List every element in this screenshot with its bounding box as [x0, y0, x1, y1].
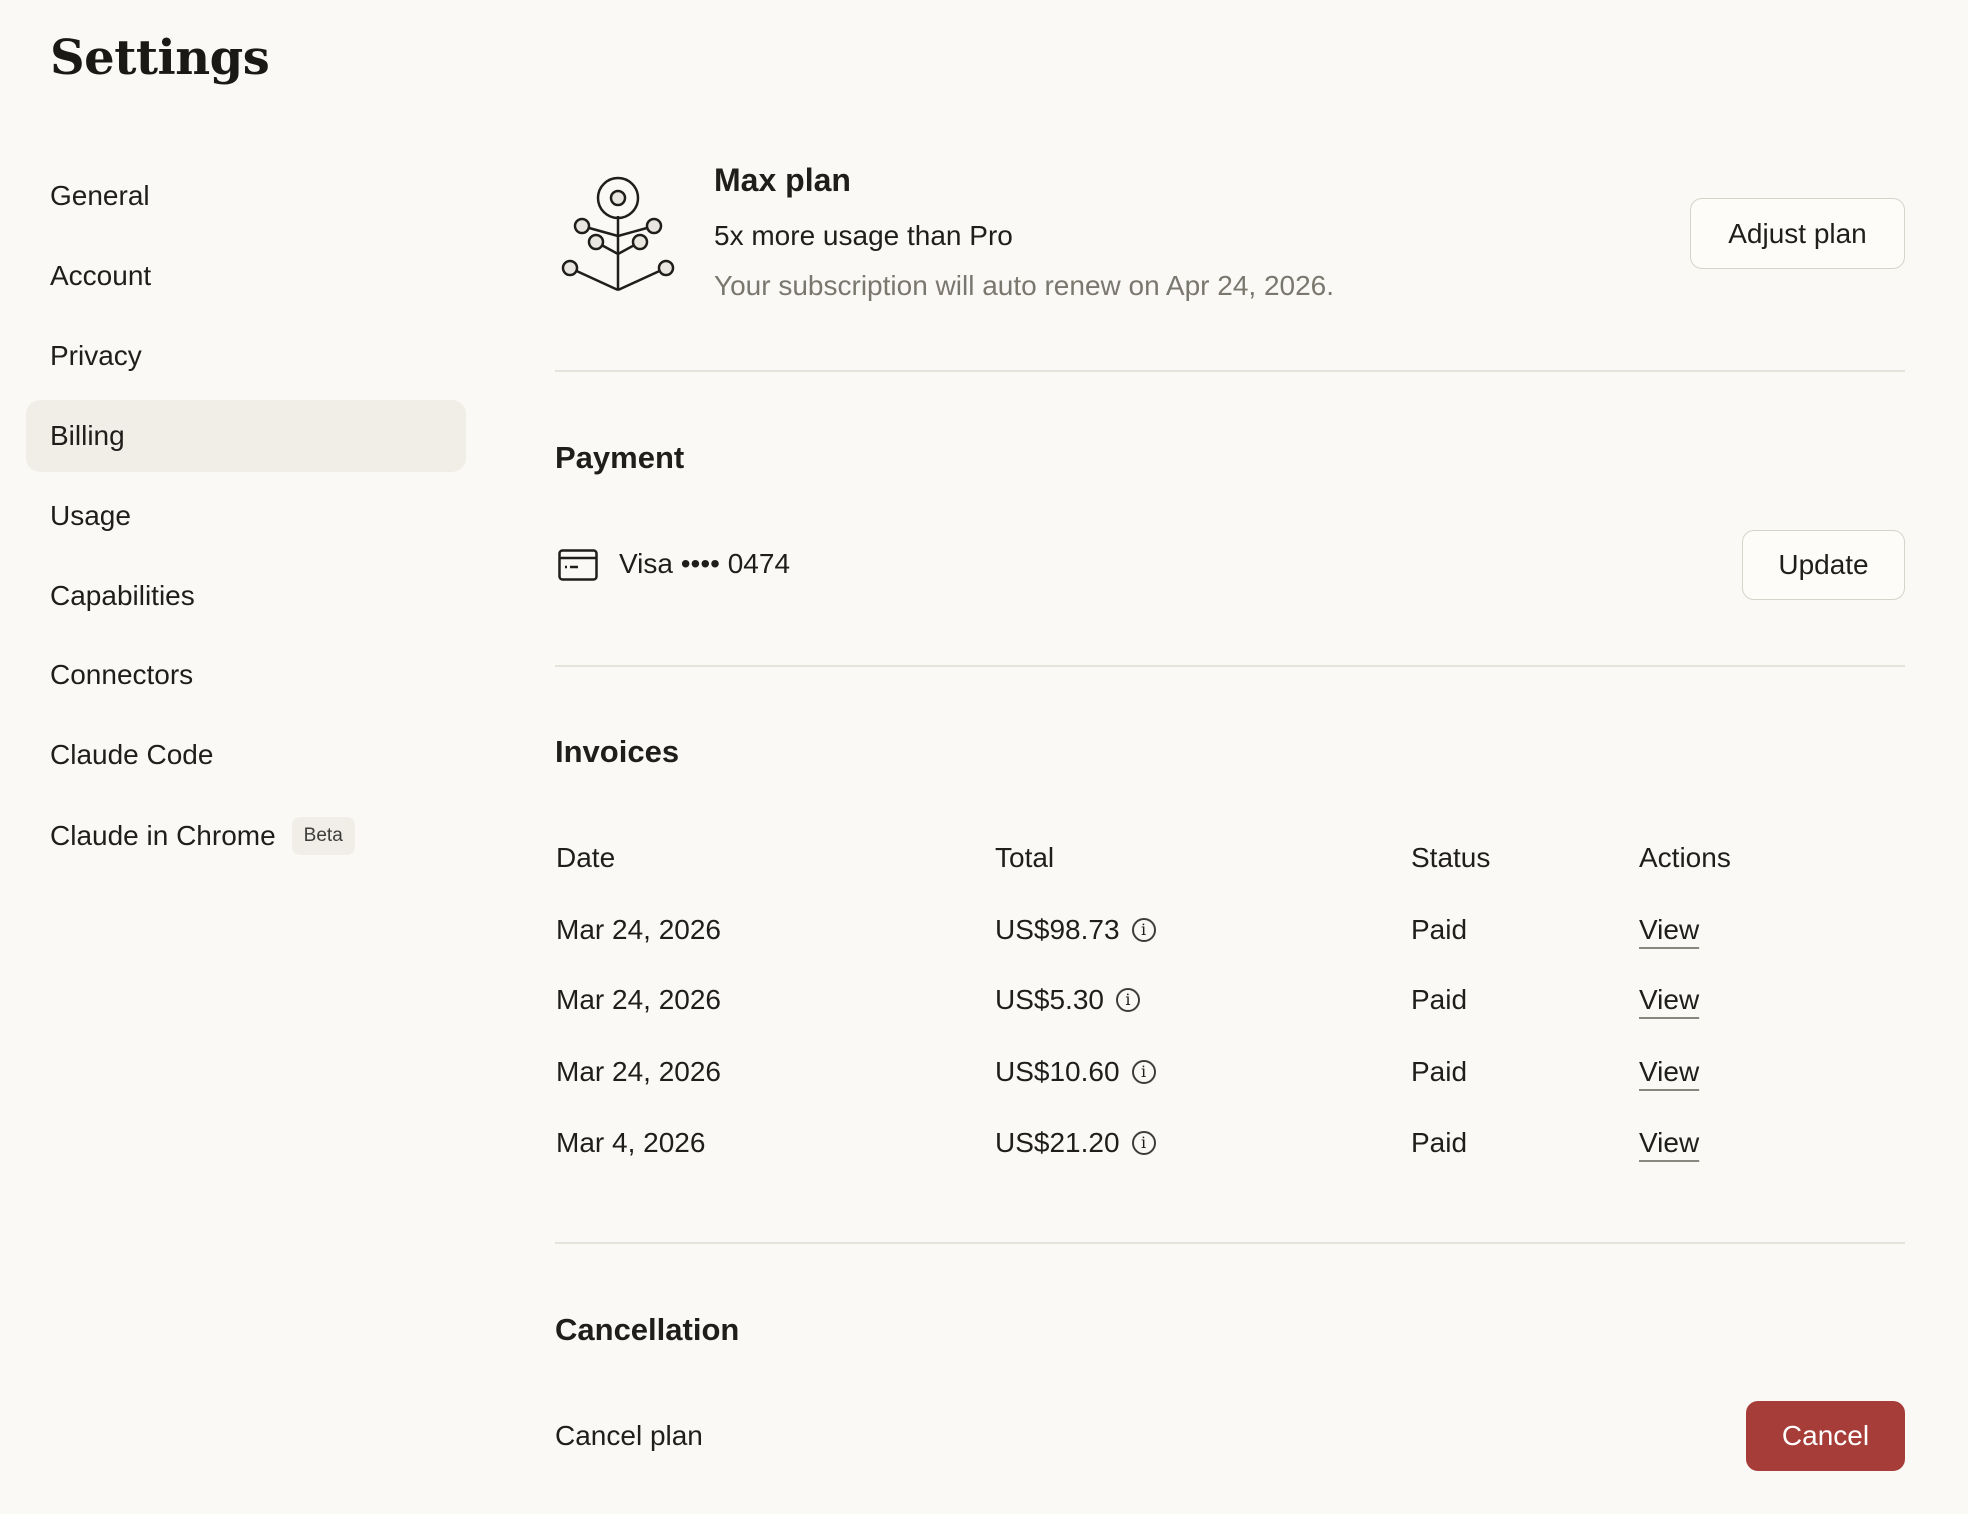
- update-payment-button[interactable]: Update: [1742, 530, 1905, 600]
- sidebar-item-label: Usage: [50, 500, 131, 531]
- invoice-total-value: US$10.60: [995, 1056, 1120, 1087]
- view-invoice-link[interactable]: View: [1639, 1056, 1700, 1087]
- sidebar-item-claude-code[interactable]: Claude Code: [26, 719, 466, 791]
- sidebar-item-label: Privacy: [50, 340, 142, 371]
- sidebar-item-label: Account: [50, 260, 152, 291]
- invoice-status: Paid: [1411, 1127, 1468, 1158]
- divider: [555, 370, 1905, 372]
- invoice-date: Mar 24, 2026: [556, 984, 721, 1015]
- sidebar-item-claude-in-chrome[interactable]: Claude in Chrome Beta: [26, 800, 466, 872]
- column-header-actions: Actions: [1639, 842, 1731, 873]
- adjust-plan-button[interactable]: Adjust plan: [1690, 198, 1905, 269]
- view-invoice-link[interactable]: View: [1639, 1127, 1700, 1158]
- plan-renewal: Your subscription will auto renew on Apr…: [714, 270, 1335, 301]
- view-invoice-link[interactable]: View: [1639, 984, 1700, 1015]
- invoice-total-value: US$5.30: [995, 984, 1104, 1015]
- info-icon[interactable]: i: [1115, 988, 1140, 1012]
- view-invoice-link[interactable]: View: [1639, 914, 1700, 945]
- plan-name: Max plan: [714, 162, 851, 198]
- invoice-total-value: US$98.73: [995, 914, 1120, 945]
- sidebar-item-privacy[interactable]: Privacy: [26, 320, 466, 392]
- invoice-total: US$98.73 i: [995, 910, 1156, 950]
- sidebar-item-label: Claude Code: [50, 739, 214, 770]
- sidebar-item-label: Billing: [50, 420, 125, 451]
- column-header-date: Date: [556, 842, 616, 873]
- beta-badge: Beta: [291, 817, 355, 855]
- card-number: Visa •••• 0474: [619, 548, 791, 579]
- invoice-status: Paid: [1411, 984, 1468, 1015]
- sidebar-item-label: Claude in Chrome: [50, 820, 276, 851]
- invoice-date: Mar 24, 2026: [556, 914, 721, 945]
- sidebar-item-billing[interactable]: Billing: [26, 400, 466, 472]
- invoice-date: Mar 24, 2026: [556, 1056, 721, 1087]
- cancel-plan-label: Cancel plan: [555, 1420, 703, 1451]
- sidebar-item-account[interactable]: Account: [26, 240, 466, 312]
- credit-card-icon: [558, 549, 598, 581]
- invoice-total: US$5.30 i: [995, 980, 1140, 1020]
- sidebar-item-label: Connectors: [50, 659, 194, 690]
- plant-network-icon: [561, 176, 675, 292]
- invoices-heading: Invoices: [555, 734, 680, 769]
- invoice-status: Paid: [1411, 914, 1468, 945]
- info-icon[interactable]: i: [1131, 918, 1156, 942]
- info-icon[interactable]: i: [1131, 1060, 1156, 1084]
- invoice-date: Mar 4, 2026: [556, 1127, 706, 1158]
- invoice-total: US$10.60 i: [995, 1052, 1156, 1092]
- sidebar-item-usage[interactable]: Usage: [26, 480, 466, 552]
- sidebar-item-general[interactable]: General: [26, 160, 466, 232]
- sidebar-item-connectors[interactable]: Connectors: [26, 639, 466, 711]
- column-header-status: Status: [1411, 842, 1491, 873]
- cancellation-heading: Cancellation: [555, 1312, 740, 1347]
- divider: [555, 665, 1905, 667]
- info-icon[interactable]: i: [1131, 1131, 1156, 1155]
- invoice-total-value: US$21.20: [995, 1127, 1120, 1158]
- sidebar-item-capabilities[interactable]: Capabilities: [26, 560, 466, 632]
- invoice-total: US$21.20 i: [995, 1123, 1156, 1163]
- sidebar-item-label: Capabilities: [50, 580, 195, 611]
- cancel-button[interactable]: Cancel: [1746, 1401, 1905, 1471]
- invoice-status: Paid: [1411, 1056, 1468, 1087]
- payment-heading: Payment: [555, 440, 685, 475]
- divider: [555, 1242, 1905, 1244]
- column-header-total: Total: [995, 842, 1055, 873]
- sidebar-item-label: General: [50, 180, 150, 211]
- page-title: Settings: [50, 30, 270, 86]
- plan-description: 5x more usage than Pro: [714, 220, 1013, 251]
